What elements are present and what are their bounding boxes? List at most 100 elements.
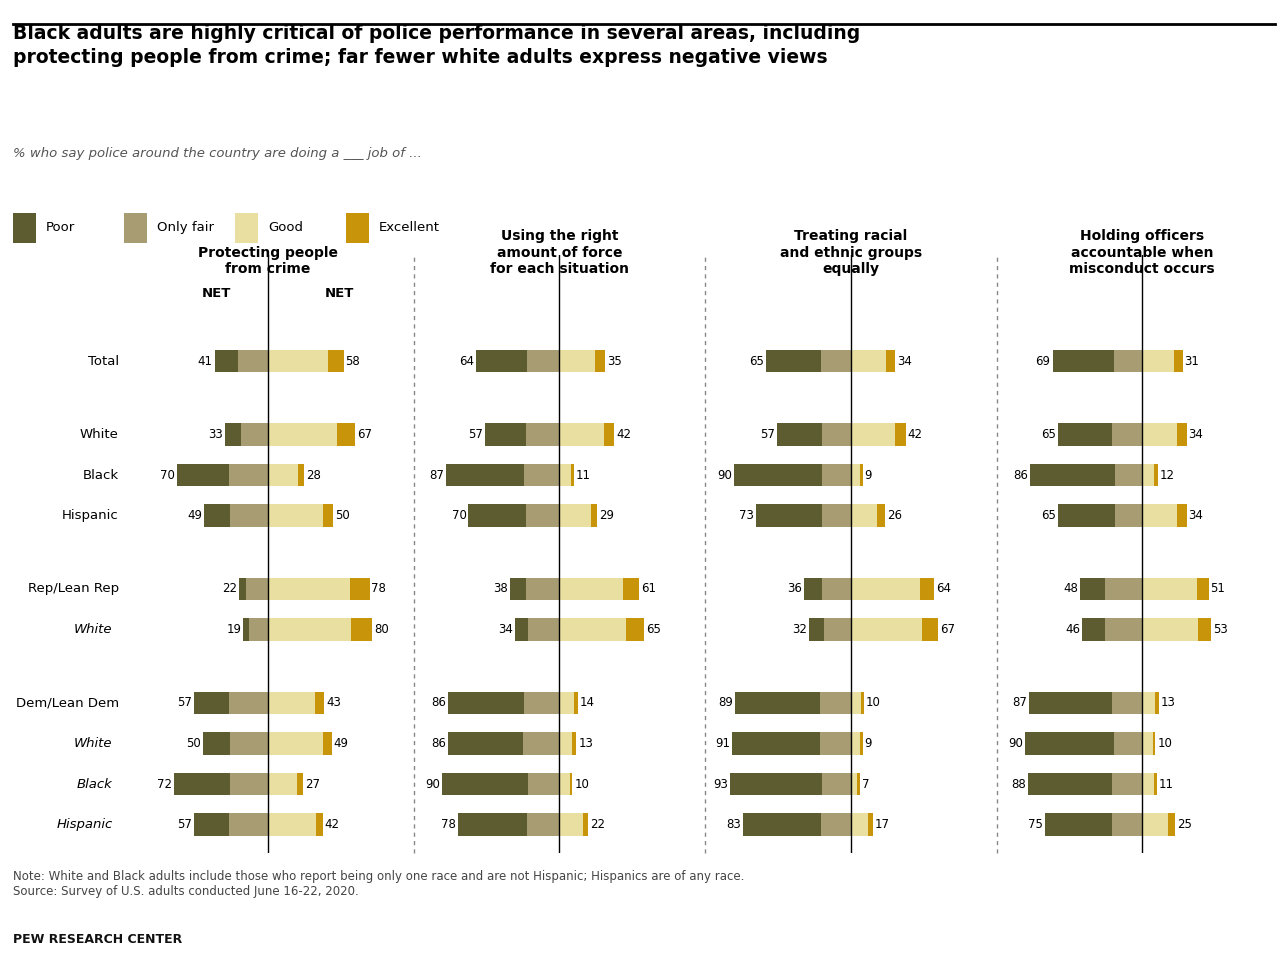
Bar [1025, 733, 1114, 755]
Bar [734, 464, 822, 486]
Bar [804, 577, 822, 600]
Bar [268, 618, 352, 641]
Bar [569, 773, 572, 795]
Text: 35: 35 [607, 355, 622, 367]
Bar [215, 350, 238, 372]
Bar [1105, 618, 1142, 641]
Text: 34: 34 [1189, 428, 1203, 441]
Bar [459, 814, 527, 836]
Bar [229, 691, 268, 714]
Text: 28: 28 [307, 469, 321, 481]
Text: 57: 57 [176, 818, 192, 831]
Text: 53: 53 [1213, 623, 1227, 636]
Text: Dem/Lean Dem: Dem/Lean Dem [15, 696, 118, 710]
Bar [591, 504, 598, 527]
Text: 93: 93 [714, 778, 728, 790]
Bar [1142, 773, 1154, 795]
Bar [1105, 577, 1142, 600]
Bar [526, 504, 559, 527]
Text: 88: 88 [1011, 778, 1025, 790]
Text: 89: 89 [719, 696, 733, 710]
Text: Protecting people
from crime: Protecting people from crime [198, 246, 337, 276]
Text: Poor: Poor [45, 221, 75, 234]
Text: 91: 91 [716, 736, 730, 750]
Text: 75: 75 [1028, 818, 1043, 831]
Text: 36: 36 [787, 582, 802, 596]
Bar [822, 577, 851, 600]
Bar [735, 691, 819, 714]
Bar [229, 814, 268, 836]
Bar [868, 814, 873, 836]
Bar [559, 733, 572, 755]
Bar [820, 350, 851, 372]
Bar [510, 577, 526, 600]
Text: 50: 50 [335, 509, 350, 522]
Bar [1198, 618, 1211, 641]
Bar [1052, 350, 1114, 372]
Bar [528, 618, 559, 641]
Bar [1142, 691, 1155, 714]
Bar [730, 773, 822, 795]
Text: 86: 86 [430, 696, 446, 710]
Text: 58: 58 [345, 355, 361, 367]
Text: Holding officers
accountable when
misconduct occurs: Holding officers accountable when miscon… [1069, 229, 1215, 276]
Bar [296, 773, 303, 795]
Text: 64: 64 [460, 355, 474, 367]
Bar [447, 464, 524, 486]
Text: 27: 27 [305, 778, 321, 790]
Bar [743, 814, 820, 836]
Bar [268, 504, 323, 527]
Text: 78: 78 [371, 582, 386, 596]
Text: 65: 65 [1041, 428, 1056, 441]
Bar [572, 733, 577, 755]
Bar [1113, 691, 1142, 714]
Text: 29: 29 [599, 509, 614, 522]
Text: 87: 87 [429, 469, 444, 481]
Text: 48: 48 [1063, 582, 1078, 596]
Bar [559, 504, 591, 527]
Bar [1142, 733, 1153, 755]
Bar [559, 773, 569, 795]
Text: 57: 57 [760, 428, 775, 441]
Bar [323, 733, 332, 755]
Text: Only fair: Only fair [157, 221, 214, 234]
Bar [1154, 773, 1157, 795]
Bar [1155, 691, 1159, 714]
Text: NET: NET [325, 287, 354, 300]
Text: 67: 67 [357, 428, 372, 441]
Bar [1115, 464, 1142, 486]
Bar [822, 464, 851, 486]
Text: 72: 72 [157, 778, 173, 790]
Text: 57: 57 [176, 696, 192, 710]
Text: PEW RESEARCH CENTER: PEW RESEARCH CENTER [13, 933, 182, 946]
Text: 73: 73 [739, 509, 753, 522]
Bar [526, 577, 559, 600]
Text: 41: 41 [198, 355, 213, 367]
Bar [298, 464, 304, 486]
Bar [1082, 618, 1105, 641]
Bar [920, 577, 934, 600]
Bar [323, 504, 334, 527]
Text: 34: 34 [498, 623, 514, 636]
Text: 83: 83 [726, 818, 741, 831]
Text: Using the right
amount of force
for each situation: Using the right amount of force for each… [489, 229, 629, 276]
Bar [442, 773, 528, 795]
Bar [922, 618, 938, 641]
Text: Black: Black [82, 469, 118, 481]
Bar [851, 733, 860, 755]
Bar [229, 464, 268, 486]
Text: 22: 22 [590, 818, 605, 831]
Bar [1154, 464, 1158, 486]
Bar [204, 733, 231, 755]
Bar [205, 504, 231, 527]
Bar [1177, 504, 1186, 527]
Text: 14: 14 [580, 696, 595, 710]
Bar [583, 814, 589, 836]
Bar [527, 350, 559, 372]
Bar [820, 814, 851, 836]
Bar [524, 464, 559, 486]
Text: 90: 90 [1009, 736, 1023, 750]
Bar [231, 504, 268, 527]
Bar [527, 814, 559, 836]
Bar [851, 350, 886, 372]
